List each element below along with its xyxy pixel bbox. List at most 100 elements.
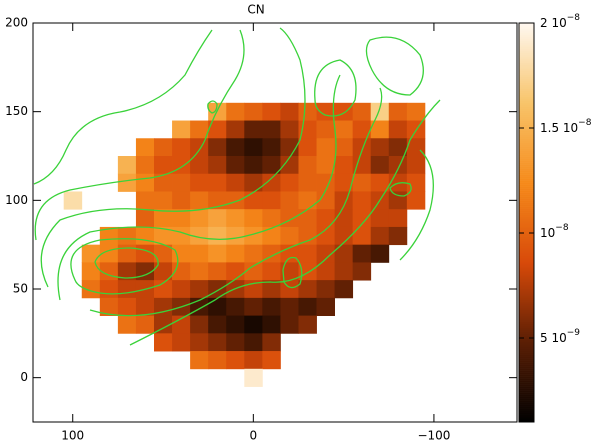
- colorbar-step: [519, 132, 534, 136]
- colorbar-step: [519, 64, 534, 68]
- heatmap-cell: [135, 315, 155, 334]
- heatmap-cell: [352, 156, 372, 175]
- heatmap-cell: [298, 156, 317, 175]
- heatmap-cell: [208, 102, 227, 121]
- colorbar-step: [519, 196, 534, 199]
- colorbar-step: [519, 28, 534, 32]
- colorbar-step: [519, 270, 534, 273]
- heatmap-cell: [370, 209, 390, 228]
- heatmap-cell: [244, 315, 263, 334]
- contour: [129, 99, 441, 346]
- colorbar-step: [519, 24, 534, 28]
- heatmap-cell: [99, 280, 119, 299]
- colorbar-step: [519, 352, 534, 355]
- heatmap-cell: [172, 156, 191, 175]
- heatmap-cell: [280, 226, 299, 246]
- colorbar-step: [519, 368, 534, 371]
- colorbar-step: [519, 23, 534, 26]
- colorbar-step: [519, 366, 534, 369]
- heatmap-cell: [190, 280, 209, 299]
- heatmap-cell: [316, 209, 335, 228]
- colorbar-step: [519, 326, 534, 329]
- heatmap-cell: [135, 173, 155, 192]
- colorbar-step: [519, 180, 534, 183]
- heatmap-cell: [135, 226, 155, 246]
- colorbar-step: [519, 250, 534, 253]
- heatmap-cell: [244, 262, 263, 281]
- heatmap-cell: [244, 351, 263, 370]
- heatmap-cell: [244, 156, 263, 175]
- heatmap-cell: [117, 297, 137, 316]
- heatmap-cell: [388, 209, 408, 228]
- heatmap-cell: [208, 351, 227, 370]
- colorbar-step: [519, 310, 534, 313]
- colorbar-step: [519, 420, 534, 423]
- heatmap-cell: [190, 244, 209, 263]
- colorbar-step: [519, 372, 534, 375]
- heatmap-cell: [154, 209, 173, 228]
- colorbar-step: [519, 242, 534, 245]
- colorbar-step: [519, 168, 534, 171]
- heatmap-cell: [172, 209, 191, 228]
- heatmap-cell: [406, 138, 426, 157]
- colorbar-step: [519, 218, 534, 221]
- x-tick-label: 100: [61, 429, 84, 443]
- colorbar-step: [519, 120, 534, 124]
- heatmap-cell: [280, 173, 299, 192]
- colorbar-step: [519, 32, 534, 36]
- heatmap-cell: [244, 120, 263, 139]
- colorbar-step: [519, 128, 534, 132]
- colorbar-tick-exponent: −8: [555, 223, 569, 233]
- heatmap-cell: [334, 226, 354, 246]
- heatmap-cell: [406, 156, 426, 175]
- heatmap-cell: [226, 120, 245, 139]
- colorbar-step: [519, 234, 534, 237]
- heatmap-cell: [190, 138, 209, 157]
- heatmap-cell: [280, 156, 299, 175]
- heatmap-cell: [316, 262, 335, 281]
- heatmap-cell: [262, 333, 281, 352]
- colorbar-step: [519, 172, 534, 175]
- colorbar-step: [519, 76, 534, 80]
- colorbar-step: [519, 208, 534, 211]
- colorbar-step: [519, 296, 534, 299]
- heatmap-cell: [81, 280, 101, 299]
- colorbar-step: [519, 266, 534, 269]
- heatmap-cell: [226, 262, 245, 281]
- colorbar-step: [519, 248, 534, 251]
- colorbar-tick-label: 2 10−8: [540, 13, 580, 30]
- heatmap-cell: [190, 262, 209, 281]
- colorbar: [519, 23, 534, 423]
- colorbar-step: [519, 106, 534, 110]
- colorbar-step: [519, 260, 534, 263]
- heatmap-cell: [334, 156, 354, 175]
- heatmap-cell: [135, 209, 155, 228]
- colorbar-step: [519, 322, 534, 325]
- colorbar-step: [519, 364, 534, 367]
- colorbar-step: [519, 406, 534, 409]
- heatmap-cell: [406, 191, 426, 210]
- colorbar-step: [519, 222, 534, 225]
- colorbar-step: [519, 154, 534, 157]
- colorbar-step: [519, 346, 534, 349]
- heatmap-cell: [280, 297, 299, 316]
- colorbar-step: [519, 320, 534, 323]
- colorbar-step: [519, 166, 534, 169]
- colorbar-step: [519, 202, 534, 205]
- contour: [207, 100, 218, 114]
- colorbar-step: [519, 400, 534, 403]
- heatmap-cell: [262, 226, 281, 246]
- colorbar-step: [519, 238, 534, 241]
- heatmap-cell: [298, 262, 317, 281]
- colorbar-step: [519, 34, 534, 38]
- colorbar-step: [519, 220, 534, 223]
- heatmap-cell: [370, 156, 390, 175]
- heatmap-cell: [117, 315, 137, 334]
- colorbar-step: [519, 164, 534, 167]
- heatmap-cell: [208, 315, 227, 334]
- colorbar-step: [519, 268, 534, 271]
- colorbar-step: [519, 56, 534, 60]
- heatmap-cell: [280, 138, 299, 157]
- heatmap-cell: [117, 280, 137, 299]
